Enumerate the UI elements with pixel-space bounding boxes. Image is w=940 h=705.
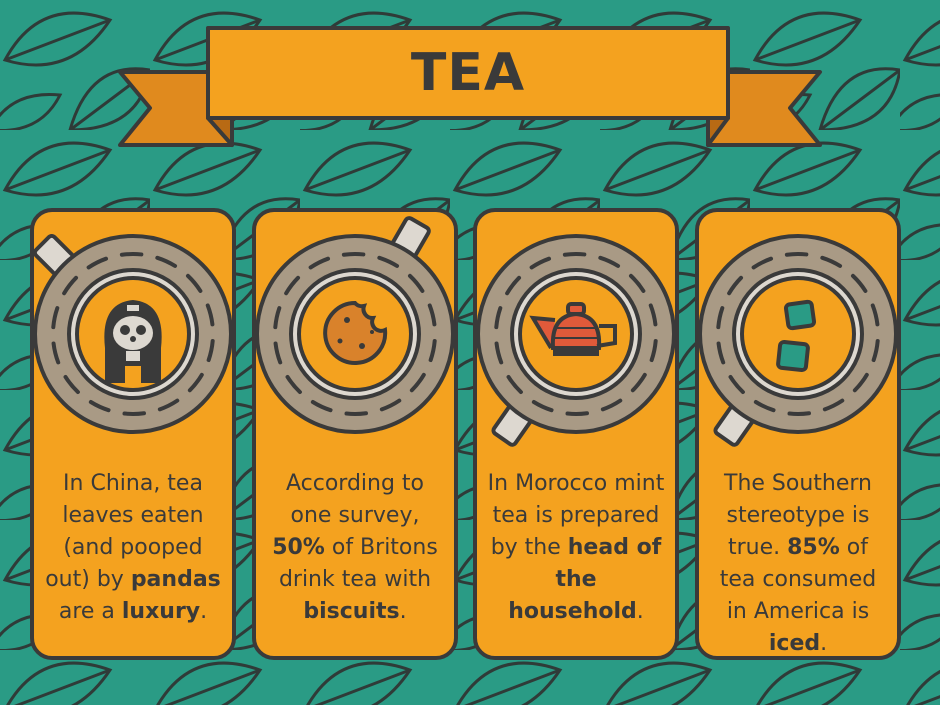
fact-text: In Morocco mint tea is prepared by the h… [485,468,667,628]
fact-text-segment: The Southern stereotype is true. [724,471,872,560]
fact-text-segment: of Britons drink tea with [278,535,438,592]
fact-text-segment: . [399,599,407,624]
fact-card: The Southern stereotype is true. 85% of … [695,208,901,660]
fact-text-segment: According to one survey, [285,471,425,528]
biscuit-icon [323,300,388,365]
fact-card: In China, tea leaves eaten (and pooped o… [30,208,236,660]
title-banner [118,26,822,147]
fact-highlight: head of the household [508,535,662,624]
fact-text: In China, tea leaves eaten (and pooped o… [42,468,224,628]
fact-card: In Morocco mint tea is prepared by the h… [473,208,679,660]
fact-highlight: 85% [787,535,840,560]
fact-highlight: luxury [121,599,201,624]
fact-text-segment: . [820,631,828,656]
teapot-icon [529,302,617,356]
fact-text-segment: . [200,599,208,624]
fact-text: The Southern stereotype is true. 85% of … [707,468,889,660]
teacup-illustration [698,234,898,447]
fact-text-segment: of tea consumed in America is [719,535,877,624]
fact-text-segment: In China, tea leaves eaten (and pooped o… [45,471,204,592]
fact-card: According to one survey, 50% of Britons … [252,208,458,660]
fact-highlight: 50% [272,535,325,560]
fact-text-segment: are a [58,599,122,624]
fact-text: According to one survey, 50% of Britons … [264,468,446,628]
teacup-illustration [255,216,455,434]
teacup-illustration [32,233,233,434]
fact-text-segment: . [636,599,644,624]
fact-highlight: iced [768,631,821,656]
ice-cubes-icon [776,299,817,372]
panda-icon [104,300,162,383]
page-title: TEA [410,43,526,103]
fact-text-segment: In Morocco mint tea is prepared by the [487,471,665,560]
fact-highlight: pandas [130,567,221,592]
fact-highlight: biscuits [303,599,400,624]
teacup-illustration [476,234,676,447]
